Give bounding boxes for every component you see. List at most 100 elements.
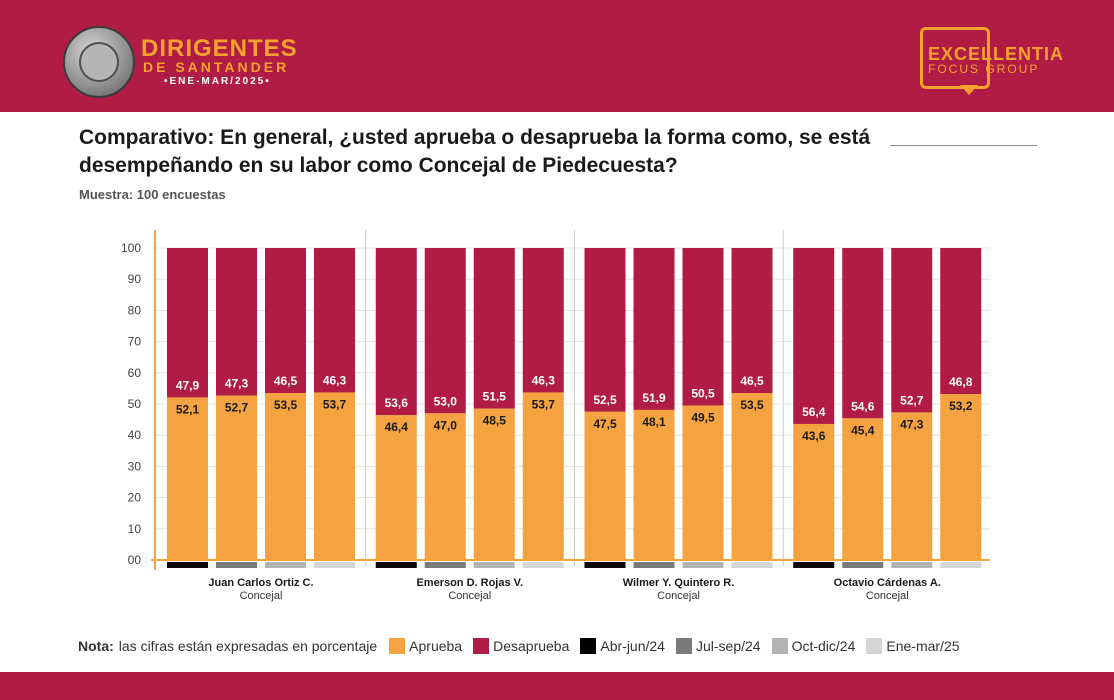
group-role-label: Concejal — [866, 590, 909, 602]
bar-aprueba — [314, 392, 355, 560]
y-tick-label: 00 — [128, 553, 142, 567]
legend-label-ene-mar: Ene-mar/25 — [886, 638, 960, 654]
data-label-aprueba: 47,3 — [900, 417, 924, 431]
partner-logo-name: EXCELLENTIA — [928, 44, 1065, 64]
period-marker — [940, 562, 982, 568]
group-name-label: Emerson D. Rojas V. — [416, 577, 523, 589]
period-marker — [216, 562, 257, 568]
data-label-aprueba: 52,7 — [225, 401, 249, 415]
data-label-aprueba: 43,6 — [802, 429, 826, 443]
period-marker — [265, 562, 306, 568]
period-marker — [167, 562, 208, 568]
bar-aprueba — [793, 423, 835, 560]
note-text: las cifras están expresadas en porcentaj… — [118, 638, 378, 654]
bar-aprueba — [473, 408, 515, 560]
bar-aprueba — [940, 394, 982, 560]
bar-desaprueba — [473, 248, 515, 409]
bar-aprueba — [682, 405, 724, 560]
data-label-aprueba: 45,4 — [851, 423, 875, 437]
period-marker — [793, 562, 835, 568]
footer-banner — [0, 672, 1114, 700]
data-label-aprueba: 52,1 — [176, 402, 200, 416]
legend-swatch-desaprueba — [473, 638, 490, 654]
bar-desaprueba — [584, 248, 626, 412]
data-label-aprueba: 53,5 — [274, 398, 298, 412]
group-role-label: Concejal — [657, 590, 700, 602]
bar-aprueba — [891, 412, 933, 560]
data-label-aprueba: 48,5 — [483, 414, 507, 428]
data-label-aprueba: 46,4 — [385, 420, 409, 434]
bar-aprueba — [731, 393, 773, 560]
bar-desaprueba — [167, 248, 208, 398]
data-label-desaprueba: 53,6 — [385, 396, 409, 410]
data-label-desaprueba: 56,4 — [802, 405, 826, 419]
period-marker — [314, 562, 355, 568]
y-tick-label: 70 — [128, 335, 142, 349]
legend-label-abr-jun: Abr-jun/24 — [600, 638, 665, 654]
y-tick-label: 10 — [128, 522, 142, 536]
legend-swatch-ene-mar — [866, 638, 883, 654]
data-label-desaprueba: 47,3 — [225, 377, 249, 391]
y-tick-label: 60 — [128, 366, 142, 380]
data-label-aprueba: 47,0 — [434, 418, 458, 432]
data-label-desaprueba: 47,9 — [176, 378, 200, 392]
data-label-aprueba: 48,1 — [642, 415, 666, 429]
data-label-desaprueba: 51,5 — [483, 390, 507, 404]
data-label-desaprueba: 51,9 — [642, 391, 666, 405]
sample-size: Muestra: 100 encuestas — [79, 187, 226, 202]
period-marker — [375, 562, 417, 568]
santander-seal-logo — [63, 26, 135, 98]
data-label-desaprueba: 46,3 — [323, 373, 347, 387]
data-label-desaprueba: 46,3 — [532, 373, 556, 387]
bar-aprueba — [584, 411, 626, 560]
data-label-desaprueba: 46,5 — [274, 374, 298, 388]
bar-aprueba — [216, 395, 257, 560]
bar-desaprueba — [216, 248, 257, 396]
period-marker — [522, 562, 564, 568]
title-rule — [890, 145, 1037, 146]
period-marker — [842, 562, 884, 568]
data-label-desaprueba: 46,8 — [949, 375, 973, 389]
data-label-desaprueba: 52,7 — [900, 393, 924, 407]
bar-desaprueba — [375, 248, 417, 416]
data-label-aprueba: 53,7 — [532, 397, 556, 411]
group-name-label: Juan Carlos Ortiz C. — [208, 577, 313, 589]
period-marker — [424, 562, 466, 568]
data-label-desaprueba: 53,0 — [434, 394, 458, 408]
data-label-desaprueba: 46,5 — [740, 374, 764, 388]
bar-aprueba — [522, 392, 564, 560]
data-label-desaprueba: 54,6 — [851, 399, 875, 413]
legend-swatch-jul-sep — [675, 638, 692, 654]
y-tick-label: 90 — [128, 272, 142, 286]
legend-swatch-oct-dic — [771, 638, 788, 654]
data-label-aprueba: 53,5 — [740, 398, 764, 412]
bar-aprueba — [424, 413, 466, 560]
bar-desaprueba — [522, 248, 564, 393]
legend: Nota: las cifras están expresadas en por… — [78, 636, 971, 656]
group-name-label: Octavio Cárdenas A. — [834, 577, 941, 589]
y-tick-label: 50 — [128, 397, 142, 411]
brand-title: DIRIGENTES — [141, 35, 298, 62]
speech-bubble-tail-icon — [960, 85, 978, 95]
period-marker — [633, 562, 675, 568]
legend-label-oct-dic: Oct-dic/24 — [791, 638, 856, 654]
legend-label-jul-sep: Jul-sep/24 — [695, 638, 761, 654]
note-label: Nota: — [78, 638, 114, 654]
bar-desaprueba — [682, 248, 724, 406]
partner-logo-frame — [920, 27, 990, 89]
data-label-aprueba: 53,2 — [949, 399, 973, 413]
bar-aprueba — [167, 397, 208, 560]
y-tick-label: 100 — [121, 241, 141, 255]
brand-period: •ENE-MAR/2025• — [164, 76, 271, 87]
bar-desaprueba — [891, 248, 933, 413]
legend-label-desaprueba: Desaprueba — [493, 638, 570, 654]
bar-desaprueba — [424, 248, 466, 414]
y-tick-label: 30 — [128, 459, 142, 473]
period-marker — [584, 562, 626, 568]
bar-desaprueba — [731, 248, 773, 394]
period-marker — [731, 562, 773, 568]
period-marker — [891, 562, 933, 568]
bar-desaprueba — [633, 248, 675, 410]
data-label-aprueba: 53,7 — [323, 397, 347, 411]
bar-desaprueba — [793, 248, 835, 424]
